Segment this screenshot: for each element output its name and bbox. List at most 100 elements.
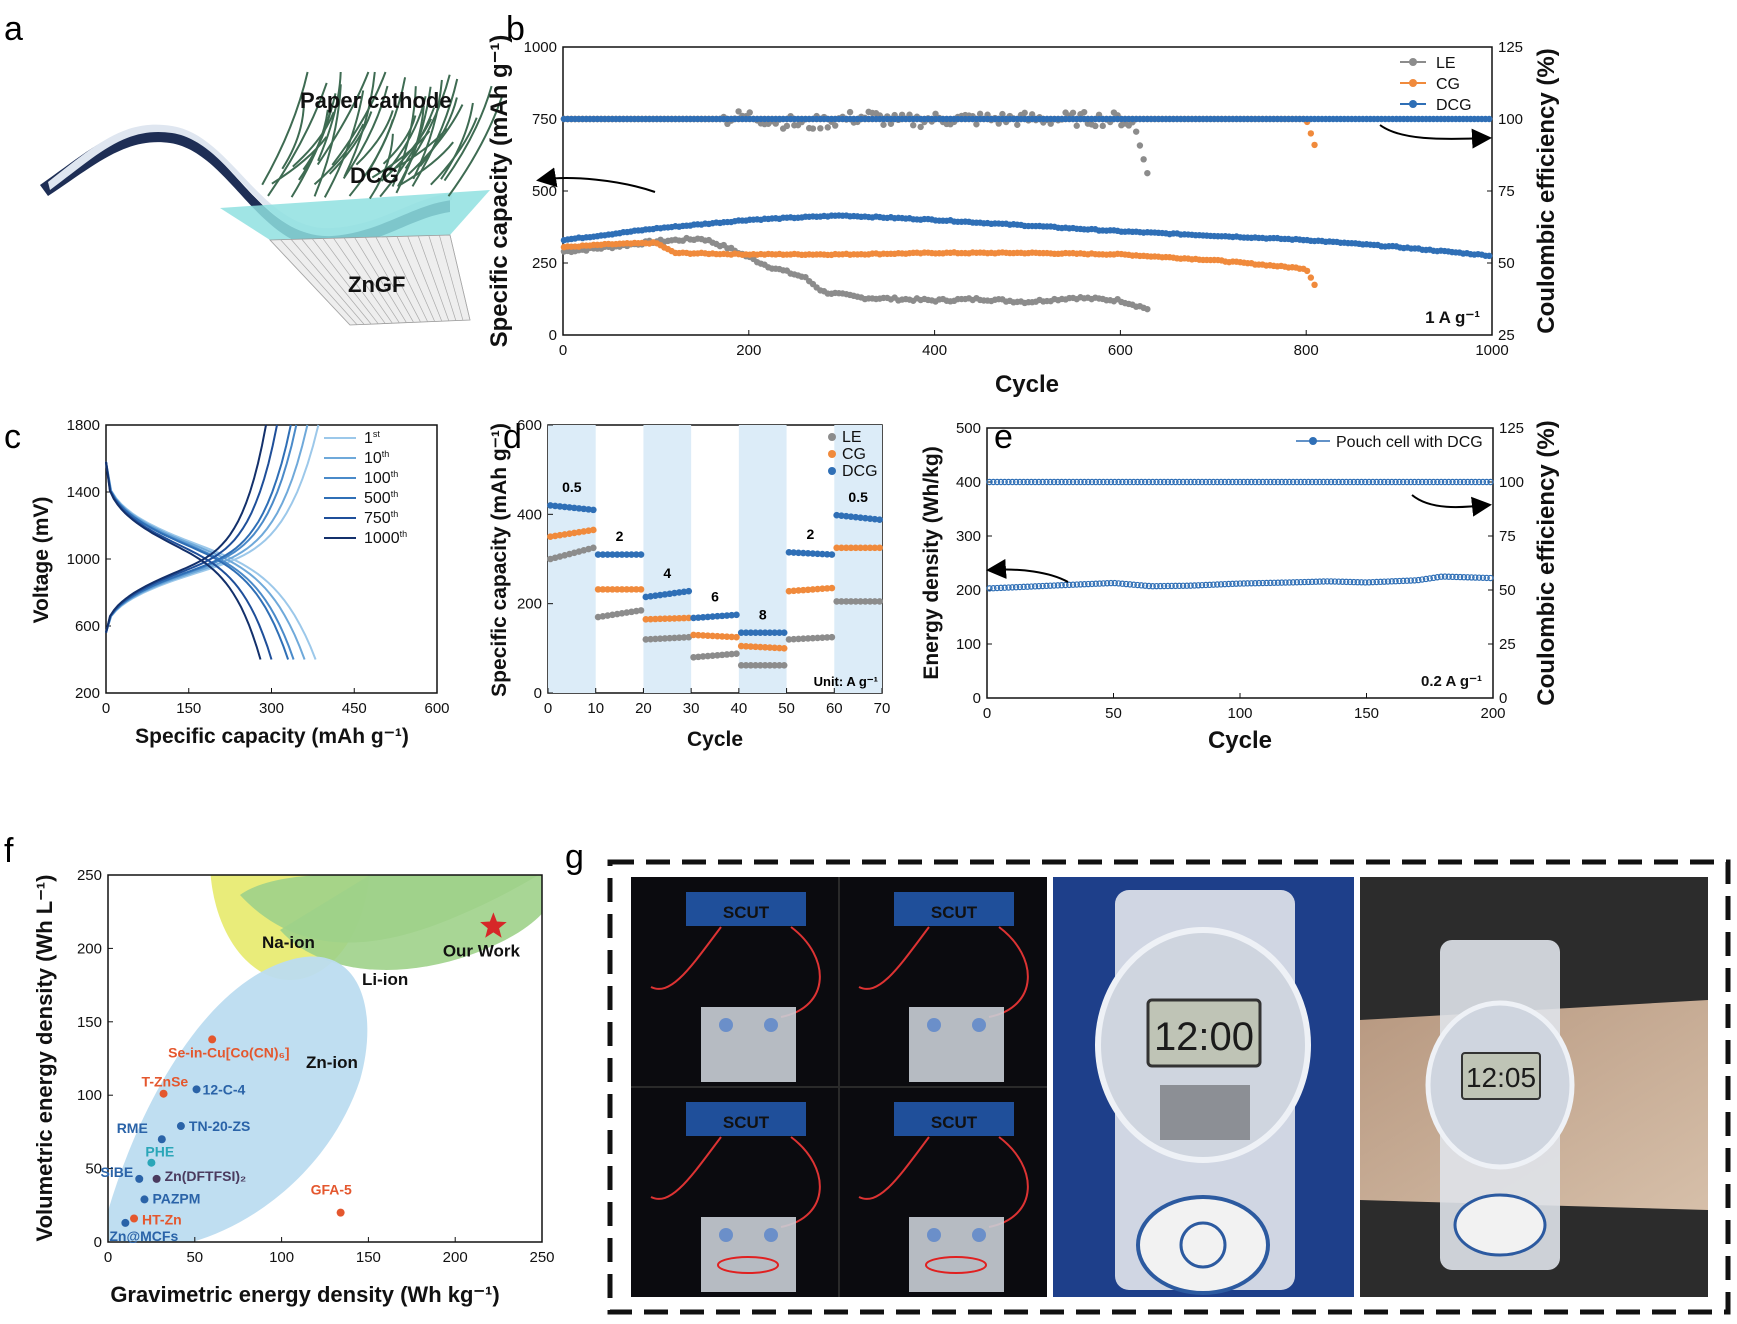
energy-point: [1274, 579, 1282, 586]
data-point-dcg: [847, 513, 855, 521]
ce-point-le: [917, 123, 924, 131]
energy-point: [1267, 579, 1274, 587]
data-point-dcg: [547, 502, 554, 509]
data-point-cg: [780, 645, 788, 652]
x-tick-label: 300: [259, 700, 284, 717]
highlight-ellipse: [925, 1256, 987, 1274]
y-tick-label: 500: [532, 183, 557, 200]
energy-point: [1244, 580, 1251, 587]
ce-point: [1430, 478, 1437, 486]
panel-letter-f: f: [4, 832, 14, 870]
ce-point: [1172, 478, 1179, 486]
ce-point: [1115, 478, 1122, 486]
data-point-le: [771, 662, 778, 669]
data-point-le: [804, 635, 812, 642]
energy-point: [1160, 582, 1168, 590]
data-point-label: SiBE: [101, 1164, 134, 1180]
data-point-cg: [757, 643, 764, 651]
energy-point: [1350, 578, 1358, 586]
ce-point: [1377, 478, 1384, 486]
y-tick-label: 50: [85, 1161, 102, 1178]
plot-frame: [562, 46, 1493, 336]
data-point-le: [709, 652, 716, 659]
energy-point: [1415, 576, 1422, 584]
y-right-tick-label: 100: [1498, 111, 1523, 128]
ce-point-le: [817, 125, 824, 132]
data-point-le: [876, 598, 883, 605]
y-tick-label: 200: [77, 940, 102, 957]
data-point-le: [799, 635, 807, 642]
ce-point: [1464, 478, 1471, 486]
ce-point: [1028, 478, 1035, 486]
ce-point: [1069, 478, 1077, 486]
energy-point: [1202, 581, 1210, 589]
y-axis-title: Specific capacity (mAh g⁻¹): [488, 423, 511, 697]
energy-point: [1233, 580, 1240, 587]
energy-point: [1092, 580, 1099, 587]
ce-point: [1107, 478, 1115, 486]
energy-point: [1354, 578, 1361, 586]
ce-point: [1191, 478, 1198, 486]
energy-point: [1005, 584, 1012, 591]
x-axis-title: Cycle: [995, 371, 1059, 398]
ce-point: [1365, 478, 1373, 486]
data-point-dcg: [561, 503, 568, 511]
ce-point: [1183, 478, 1191, 486]
ce-point-le: [783, 122, 791, 130]
ce-point: [1263, 478, 1270, 486]
energy-point: [1176, 582, 1183, 590]
x-tick-label: 400: [922, 342, 947, 359]
ce-point-le: [1132, 128, 1140, 135]
energy-point: [1157, 582, 1164, 590]
led-board: [894, 1102, 1014, 1136]
data-point-dcg: [632, 551, 640, 558]
data-point-cg: [790, 587, 798, 595]
data-point-label: Zn(DFTFSI)₂: [165, 1168, 247, 1184]
data-point-le: [637, 607, 645, 614]
ce-point-le: [1140, 156, 1147, 163]
data-point-dcg: [747, 629, 755, 636]
data-point-le: [714, 651, 721, 659]
energy-point: [1308, 578, 1316, 586]
energy-point: [1388, 578, 1396, 585]
ce-point: [993, 478, 1001, 486]
energy-point: [1324, 578, 1331, 585]
energy-point: [1286, 579, 1293, 586]
energy-point: [1077, 581, 1084, 588]
unit-annotation: Unit: A g⁻¹: [814, 674, 878, 689]
ce-point-le: [1136, 142, 1144, 149]
label-zngf: ZnGF: [348, 272, 405, 297]
wire: [650, 926, 722, 990]
cathode-fiber: [342, 85, 389, 179]
legend-label: 500th: [364, 489, 398, 507]
ce-point-le: [1021, 109, 1028, 117]
pouch-cell: [701, 1007, 796, 1082]
cathode-fiber: [430, 117, 478, 186]
data-point: [157, 1135, 166, 1144]
ce-point: [1339, 478, 1346, 486]
photo-watch-blue: 12:00: [1053, 877, 1354, 1297]
data-point-dcg: [695, 614, 702, 621]
plot-frame: [105, 424, 438, 694]
data-point-le: [833, 598, 840, 605]
data-point-dcg: [819, 550, 826, 558]
energy-point: [1441, 573, 1449, 580]
data-point-dcg: [733, 611, 740, 619]
ce-point: [1289, 478, 1297, 486]
data-point-cg: [632, 586, 640, 593]
energy-point: [1369, 578, 1377, 586]
energy-point: [1259, 579, 1266, 587]
energy-point: [1103, 580, 1111, 587]
energy-point: [1217, 581, 1225, 588]
zngf-grid-line: [343, 237, 400, 324]
ce-point: [1343, 478, 1350, 486]
energy-point: [1153, 582, 1160, 590]
discharge-curve: [105, 461, 273, 660]
ce-point-cg: [1307, 130, 1315, 137]
wire: [988, 1136, 1029, 1228]
our-work-label: Our Work: [443, 941, 521, 960]
our-work-star-icon: [480, 912, 507, 938]
legend-label-le: LE: [1436, 55, 1456, 72]
y-tick-label: 500: [956, 420, 981, 437]
data-point-cg: [1311, 281, 1318, 289]
